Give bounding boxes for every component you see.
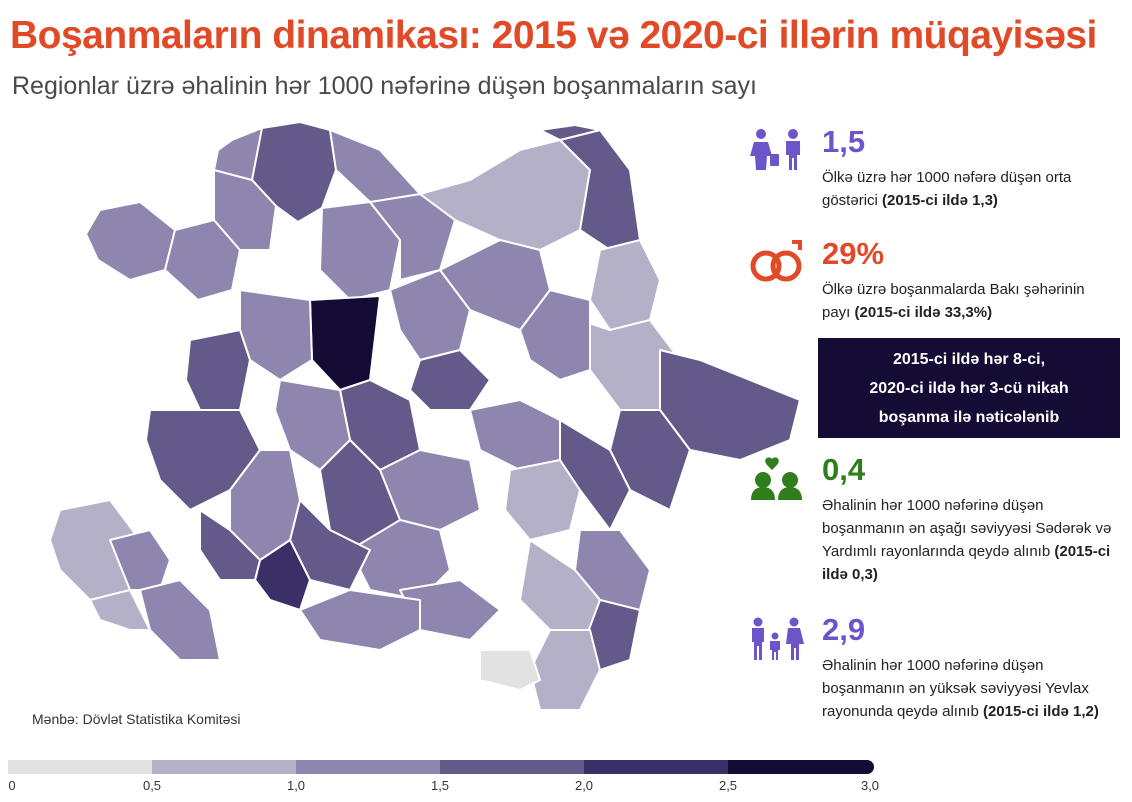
- map-region: [329, 129, 421, 203]
- map-region: [299, 589, 421, 651]
- family-separated-icon: [752, 617, 804, 660]
- color-scale-legend: 0 0,5 1,0 1,5 2,0 2,5 3,0: [8, 760, 879, 796]
- map-region: [479, 649, 541, 691]
- legend-bin-2: [296, 760, 440, 774]
- legend-tick: 2,5: [718, 778, 738, 793]
- stat-description: Əhalinin hər 1000 nəfərinə düşən boşanma…: [822, 654, 1112, 723]
- stat-value: 2,9: [822, 612, 866, 647]
- map-region: [213, 169, 277, 251]
- stat-description: Ölkə üzrə hər 1000 nəfərə düşən orta gös…: [822, 166, 1112, 212]
- marriage-divorce-callout: 2015-ci ildə hər 8-ci, 2020-ci ildə hər …: [818, 338, 1120, 438]
- legend-bin-5: [728, 760, 874, 774]
- map-region: [349, 519, 451, 601]
- legend-bin-1: [152, 760, 296, 774]
- stat-2015-value: (2015-ci ildə 1,3): [882, 192, 998, 209]
- legend-tick: 0,5: [142, 778, 162, 793]
- stat-text: Ölkə üzrə boşanmalarda Bakı şəhərinin pa…: [822, 281, 1085, 321]
- map-region: [239, 289, 313, 381]
- map-region: [519, 289, 591, 381]
- stat-2015-value: (2015-ci ildə 1,2): [982, 703, 1099, 720]
- legend-bin-4: [584, 760, 728, 774]
- broken-heart-couple-icon: [751, 457, 802, 500]
- map-region: [89, 589, 151, 631]
- map-region: [529, 629, 601, 711]
- map-region: [185, 329, 251, 411]
- legend-tick: 0: [8, 778, 16, 793]
- callout-line-2: 2020-ci ildə hər 3-cü nikah: [869, 380, 1069, 397]
- stat-text: Əhalinin hər 1000 nəfərinə düşən boşanma…: [822, 657, 1089, 720]
- choropleth-map: [49, 121, 801, 711]
- legend-bin-3: [440, 760, 584, 774]
- map-region: [539, 124, 601, 141]
- map-region: [85, 201, 176, 281]
- legend-bin-0: [8, 760, 152, 774]
- stat-text: Əhalinin hər 1000 nəfərinə düşən boşanma…: [822, 497, 1112, 560]
- page-subtitle: Regionlar üzrə əhalinin hər 1000 nəfərin…: [12, 72, 757, 100]
- legend-tick: 3,0: [860, 778, 880, 793]
- stat-2015-value: (2015-ci ildə 33,3%): [854, 304, 993, 321]
- map-region: [199, 509, 261, 581]
- source-note: Mənbə: Dövlət Statistika Komitəsi: [32, 711, 241, 727]
- divorcing-couple-icon: [750, 129, 800, 170]
- legend-tick: 1,5: [430, 778, 450, 793]
- stat-text: Ölkə üzrə hər 1000 nəfərə düşən orta gös…: [822, 169, 1072, 209]
- legend-tick: 1,0: [286, 778, 306, 793]
- stat-description: Əhalinin hər 1000 nəfərinə düşən boşanma…: [822, 494, 1112, 586]
- legend-tick: 2,0: [574, 778, 594, 793]
- stat-value: 29%: [822, 236, 885, 271]
- stat-value: 0,4: [822, 452, 866, 487]
- map-region: [589, 239, 661, 331]
- map-region: [109, 529, 171, 591]
- map-region: [309, 295, 381, 391]
- stat-value: 1,5: [822, 124, 866, 159]
- stat-2015-value: (2015-ci ildə 0,3): [822, 543, 1111, 583]
- map-region: [139, 579, 221, 661]
- page-title: Boşanmaların dinamikası: 2015 və 2020-ci…: [10, 14, 1097, 57]
- stat-description: Ölkə üzrə boşanmalarda Bakı şəhərinin pa…: [822, 278, 1112, 324]
- callout-line-3: boşanma ilə nəticələnib: [878, 409, 1060, 426]
- map-region: [469, 399, 561, 471]
- callout-line-1: 2015-ci ildə hər 8-ci,: [892, 351, 1046, 368]
- map-region: [409, 349, 491, 411]
- broken-rings-icon: [750, 240, 802, 282]
